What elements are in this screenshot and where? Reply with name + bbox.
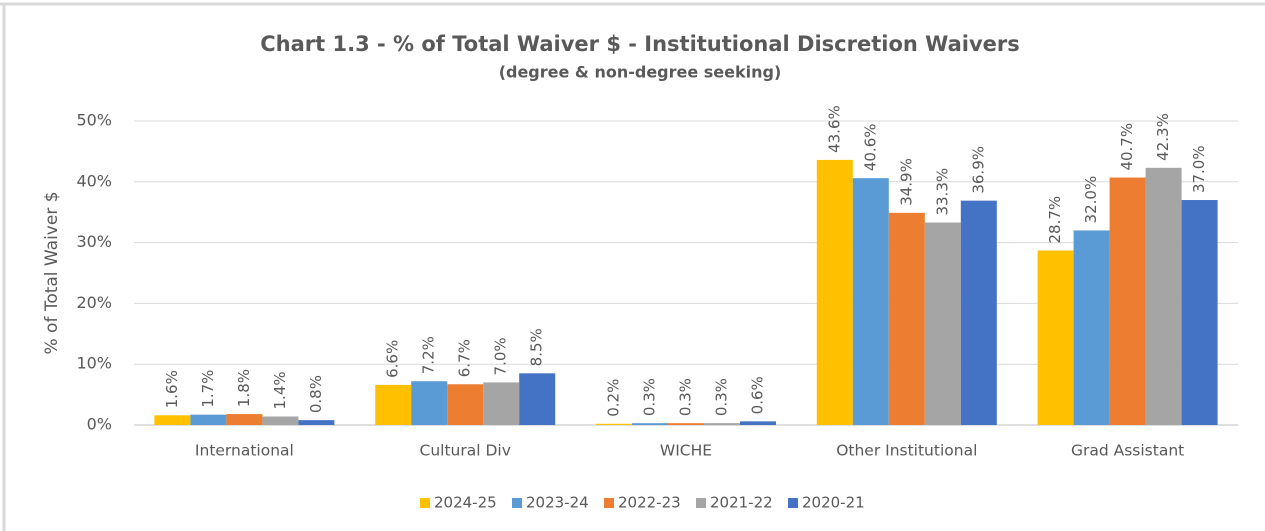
data-label: 7.2%	[420, 336, 438, 374]
legend-label: 2022-23	[618, 494, 681, 512]
legend-swatch	[420, 498, 430, 508]
legend-swatch	[696, 498, 706, 508]
legend-swatch	[788, 498, 798, 508]
y-tick-label: 10%	[76, 354, 112, 373]
x-tick-label: WICHE	[660, 442, 712, 460]
bar	[411, 381, 448, 425]
bar	[1073, 230, 1110, 425]
data-label: 40.6%	[861, 123, 879, 171]
y-tick-label: 0%	[87, 415, 112, 434]
bar	[1181, 200, 1218, 425]
x-tick-label: International	[195, 442, 294, 460]
data-label: 0.3%	[677, 378, 695, 416]
y-tick-label: 40%	[76, 171, 112, 190]
bar	[483, 382, 520, 425]
bar	[668, 423, 704, 425]
data-label: 0.6%	[749, 376, 767, 414]
data-label: 8.5%	[528, 328, 546, 366]
data-label: 0.2%	[605, 379, 623, 417]
data-label: 1.4%	[271, 371, 289, 409]
y-axis-label: % of Total Waiver $	[42, 191, 62, 354]
legend-label: 2021-22	[710, 494, 773, 512]
bar	[924, 222, 961, 425]
bar	[816, 159, 853, 426]
data-label: 0.8%	[307, 375, 325, 413]
data-label: 40.7%	[1118, 123, 1136, 171]
data-label: 1.7%	[199, 370, 217, 408]
data-label: 1.8%	[235, 369, 253, 407]
data-label: 6.7%	[456, 339, 474, 377]
legend-swatch	[604, 498, 614, 508]
bar	[447, 384, 484, 425]
legend-swatch	[512, 498, 522, 508]
bar	[375, 384, 412, 425]
bar	[1037, 250, 1074, 425]
x-tick-label: Other Institutional	[836, 442, 977, 460]
bar	[226, 414, 263, 425]
chart-subtitle: (degree & non-degree seeking)	[499, 63, 782, 82]
data-label: 1.6%	[163, 370, 181, 408]
chart-title: Chart 1.3 - % of Total Waiver $ - Instit…	[260, 32, 1019, 56]
bar	[262, 416, 299, 425]
bar	[960, 200, 997, 425]
data-label: 36.9%	[969, 146, 987, 194]
data-label: 28.7%	[1046, 196, 1064, 244]
bar	[704, 423, 740, 425]
y-tick-label: 30%	[76, 232, 112, 251]
data-label: 43.6%	[825, 105, 843, 153]
bar	[298, 420, 335, 425]
bar	[596, 423, 632, 425]
x-tick-label: Grad Assistant	[1071, 442, 1184, 460]
legend-label: 2023-24	[526, 494, 589, 512]
y-tick-label: 50%	[76, 111, 112, 130]
data-label: 32.0%	[1082, 176, 1100, 224]
bar	[888, 212, 925, 425]
legend-label: 2024-25	[434, 494, 497, 512]
bar	[632, 423, 668, 425]
data-label: 7.0%	[492, 337, 510, 375]
y-tick-label: 20%	[76, 293, 112, 312]
bar	[1109, 177, 1146, 425]
data-label: 34.9%	[897, 158, 915, 206]
bar	[154, 415, 191, 425]
data-label: 6.6%	[384, 340, 402, 378]
bar	[1145, 167, 1182, 426]
bar	[519, 373, 556, 425]
x-tick-label: Cultural Div	[420, 442, 511, 460]
data-label: 0.3%	[641, 378, 659, 416]
bar	[190, 414, 227, 425]
data-label: 42.3%	[1154, 113, 1172, 161]
data-label: 37.0%	[1190, 145, 1208, 193]
data-label: 33.3%	[933, 168, 951, 216]
bar	[740, 421, 776, 425]
bar	[852, 178, 889, 425]
legend-label: 2020-21	[802, 494, 865, 512]
data-label: 0.3%	[713, 378, 731, 416]
